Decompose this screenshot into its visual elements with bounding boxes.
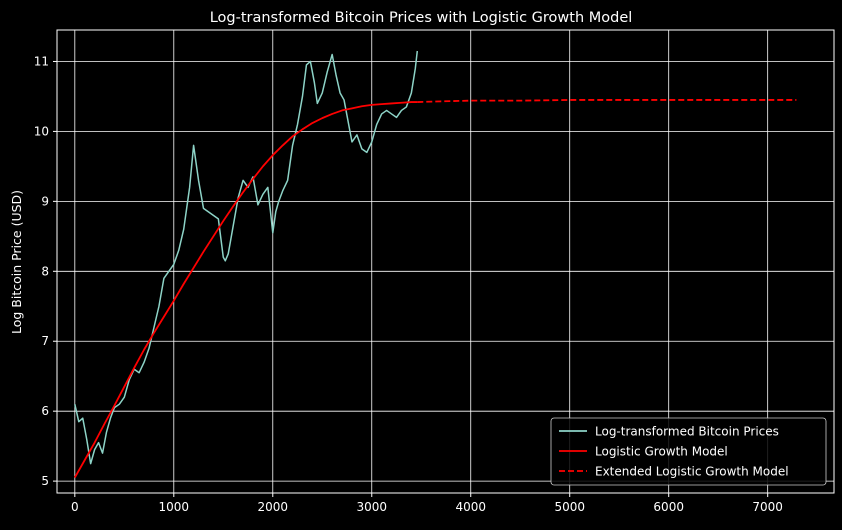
x-tick-label: 1000	[159, 500, 190, 514]
x-tick-label: 7000	[752, 500, 783, 514]
legend: Log-transformed Bitcoin Prices Logistic G…	[550, 417, 827, 486]
x-tick-label: 3000	[356, 500, 387, 514]
axes-frame	[56, 29, 835, 494]
x-tick-label: 0	[71, 500, 79, 514]
chart-title: Log-transformed Bitcoin Prices with Logi…	[210, 10, 633, 26]
legend-label: Extended Logistic Growth Model	[595, 465, 789, 479]
legend-label: Log-transformed Bitcoin Prices	[595, 425, 779, 439]
series-line-logistic-growth-model	[74, 101, 418, 479]
x-tick-label: 4000	[455, 500, 486, 514]
y-tick-label: 5	[41, 474, 49, 488]
y-tick-label: 10	[34, 124, 49, 138]
legend-box	[550, 417, 827, 486]
plot-area	[74, 50, 797, 479]
series-line-extended-logistic-growth-model	[417, 99, 797, 103]
y-tick-label: 11	[34, 54, 49, 68]
y-tick-label: 8	[41, 264, 49, 278]
y-tick-label: 7	[41, 334, 49, 348]
axis-ticks: 0 1000 2000 3000 4000 5000 6000 7000 5 6 7 8 9 10 11	[34, 29, 835, 514]
legend-label: Logistic Growth Model	[595, 445, 728, 459]
x-tick-label: 5000	[554, 500, 585, 514]
grid-lines	[57, 30, 834, 493]
y-axis-label: Log Bitcoin Price (USD)	[9, 190, 24, 334]
x-tick-label: 2000	[258, 500, 289, 514]
series-line-log-transformed-bitcoin-prices	[74, 50, 419, 465]
y-tick-label: 9	[41, 194, 49, 208]
y-tick-label: 6	[41, 404, 49, 418]
x-tick-label: 6000	[653, 500, 684, 514]
